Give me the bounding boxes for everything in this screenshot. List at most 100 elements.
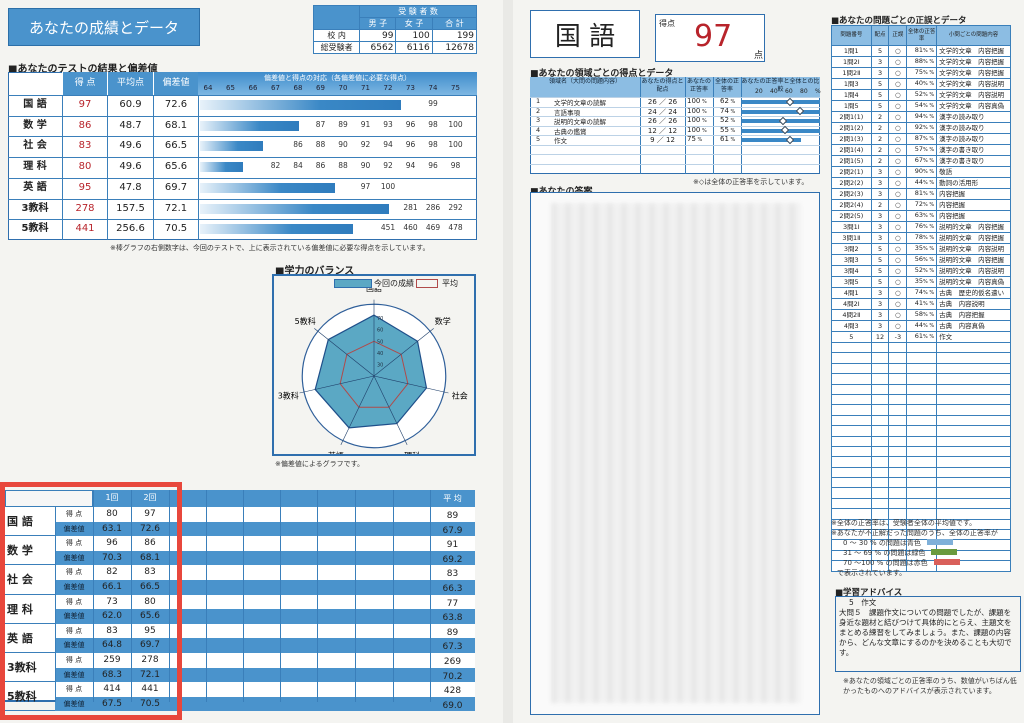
axis-label: 社会	[452, 391, 468, 401]
round-score: 95	[144, 625, 156, 636]
empty-cell	[888, 425, 908, 437]
points: 5	[870, 89, 890, 101]
overall-rate: 35% %	[906, 243, 938, 255]
round-score: 441	[141, 684, 159, 695]
round-score: 80	[144, 596, 156, 607]
percent-sign: %	[922, 312, 928, 318]
dev-value: 69.7	[153, 177, 198, 198]
correctness: ○	[888, 232, 908, 244]
dev-value: 68.1	[153, 115, 198, 136]
subject-label: 国 語	[23, 99, 47, 110]
row-divider	[530, 97, 820, 98]
col-divider	[169, 490, 170, 702]
correctness: ○	[888, 122, 908, 134]
round-score: 414	[103, 684, 121, 695]
rate-value: 81	[914, 189, 923, 198]
rate-value: 76	[914, 222, 923, 231]
required-score: 96	[428, 161, 438, 171]
table-row: 4問2Ⅰ 3 ○ 41% % 古典 内容説明	[831, 298, 1011, 310]
overall-rate: 44% %	[906, 177, 938, 189]
radar-axis	[373, 375, 449, 394]
required-score: 86	[315, 161, 326, 171]
score-value: 83	[62, 136, 107, 157]
round-score: 86	[144, 538, 156, 549]
rate-value: 81	[914, 46, 923, 55]
column-header: 領域名（大問の問題内容）	[548, 78, 621, 85]
empty-cell	[906, 393, 938, 406]
blurred-answer-content	[551, 203, 801, 703]
radar-tick: 30	[377, 362, 383, 368]
subject-label: 英 語	[23, 181, 47, 193]
scale-tick: %	[815, 88, 821, 95]
score-value: 97	[62, 95, 107, 115]
rate-value: 44	[914, 321, 923, 330]
col-divider	[243, 490, 244, 702]
required-score: 96	[405, 119, 416, 129]
percent-sign: %	[728, 127, 736, 134]
points: 3	[870, 309, 890, 321]
deviation-bar	[200, 224, 354, 235]
empty-cell	[936, 477, 1011, 489]
empty-row	[831, 383, 1011, 395]
subject-label: 社 会	[5, 565, 55, 595]
overall-rate: 61% %	[906, 331, 938, 343]
advice-box: 5 作文 大問５ 課題作文についての問題でしたが、課題を身近な題材と結びつけて具…	[835, 596, 1021, 672]
score-value: 86	[62, 115, 107, 136]
corner-cell	[5, 490, 93, 507]
percent-sign: %	[922, 114, 928, 120]
required-score: 100	[448, 119, 463, 129]
round-score: 278	[141, 655, 159, 665]
percent-sign: %	[927, 81, 935, 87]
percent-sign: %	[700, 99, 707, 105]
empty-cell	[888, 487, 908, 499]
average-dev: 70.2	[442, 671, 463, 682]
score-value: 95	[62, 177, 107, 198]
empty-cell	[831, 341, 872, 354]
empty-row	[831, 414, 1011, 427]
overall-rate: 61 %	[720, 135, 736, 143]
round-dev: 64.8	[101, 640, 123, 651]
table-row: 4問3 3 ○ 44% % 古典 内容真偽	[831, 320, 1011, 332]
overall-rate: 67% %	[906, 155, 938, 167]
empty-row	[831, 477, 1011, 489]
dev-row-bg	[93, 667, 475, 683]
points: 5	[870, 45, 890, 57]
problem-number: 3問5	[831, 276, 872, 288]
points: 3	[870, 320, 890, 332]
table-row: 3問2 5 ○ 35% % 説明的文章 内容説明	[831, 243, 1011, 255]
round-score: 73	[106, 596, 118, 607]
percent-sign: %	[927, 312, 935, 318]
empty-cell	[906, 435, 938, 447]
radar-axis	[373, 328, 434, 377]
table-row: 4問2Ⅱ 3 ○ 58% % 古典 内容把握	[831, 309, 1011, 321]
problem-number: 2問1(3)	[831, 133, 872, 145]
correctness: ○	[888, 155, 908, 167]
table-row: 総受験者 6562 6116 12678	[312, 41, 478, 54]
problem-content: 文学的文章 内容真偽	[936, 100, 1011, 112]
row-divider	[8, 115, 477, 117]
problem-content: 文学的文章 内容把握	[936, 67, 1011, 79]
problem-number: 1問4	[831, 89, 872, 101]
overall-rate: 74% %	[906, 287, 938, 299]
empty-cell	[870, 477, 890, 489]
empty-cell	[870, 414, 890, 427]
avg-value: 157.5	[107, 198, 153, 219]
overall-rate: 81% %	[906, 45, 938, 57]
percent-sign: %	[922, 169, 928, 175]
correctness: ○	[888, 221, 908, 233]
deviation-bar	[200, 120, 300, 131]
axis-label: 3教科	[278, 391, 299, 401]
overall-rate: 74 %	[720, 106, 736, 115]
table-row: 1問2Ⅰ 3 ○ 88% % 文学的文章 内容把握	[831, 56, 1011, 68]
note-red: 70 ～100 % の問題は赤色	[843, 559, 928, 567]
scale-tick: 20	[755, 88, 763, 95]
required-score: 100	[380, 181, 396, 191]
percent-sign: %	[927, 147, 935, 153]
percent-sign: %	[922, 268, 928, 274]
table-row: 3問1Ⅱ 3 ○ 78% % 説明的文章 内容把握	[831, 232, 1011, 244]
correctness: ○	[888, 254, 908, 266]
empty-cell	[936, 393, 1011, 406]
problem-content: 説明的文章 内容説明	[936, 265, 1011, 277]
required-score: 93	[383, 119, 393, 129]
axis-label: 国語	[366, 288, 382, 293]
